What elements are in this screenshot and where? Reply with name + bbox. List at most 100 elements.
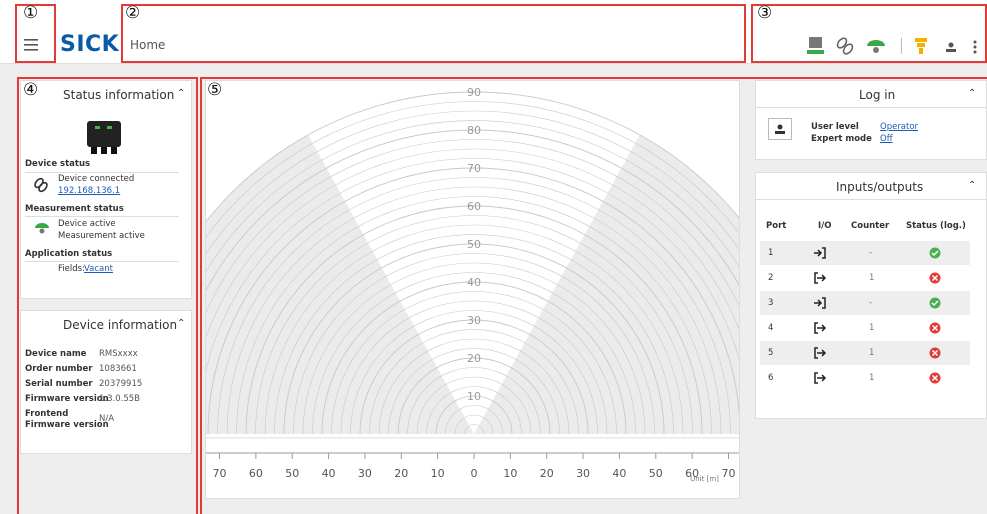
- grid-arc: [435, 395, 513, 435]
- section-heading: Device status: [25, 159, 91, 169]
- card-title: Inputs/outputs: [836, 180, 924, 194]
- menu-button[interactable]: [24, 38, 40, 52]
- info-value: 20379915: [99, 379, 143, 389]
- ip-link[interactable]: 192.168.136.1: [58, 186, 121, 196]
- minor-arc: [206, 148, 739, 338]
- io-icon: [814, 247, 826, 259]
- radar-chart: 10 20 30 40 50 60 70 80 90 70 60 50 40 30 20 10 0 10 20 30 4…: [206, 86, 739, 483]
- x-tick-label: 40: [612, 467, 626, 480]
- x-tick-label: 50: [285, 467, 299, 480]
- counter: 1: [869, 273, 875, 283]
- port: 4: [768, 323, 774, 333]
- minor-arc: [226, 186, 722, 435]
- more-icon[interactable]: [973, 40, 977, 54]
- counter: 1: [869, 323, 875, 333]
- minor-arc: [340, 300, 608, 435]
- label: Expert mode: [811, 134, 872, 144]
- card-title: Device information: [63, 318, 178, 332]
- counter: -: [869, 248, 873, 258]
- y-tick-label: 40: [467, 276, 481, 289]
- device-card: Device information ⌃ Device name RMSxxxx O…: [20, 310, 192, 454]
- x-tick-label: 10: [431, 467, 445, 480]
- grid-arc: [283, 243, 665, 435]
- annotation-box: [15, 4, 56, 63]
- counter: -: [869, 298, 873, 308]
- user-level-link[interactable]: Operator: [880, 122, 919, 132]
- breadcrumb[interactable]: Home: [130, 38, 166, 52]
- x-tick-label: 10: [503, 467, 517, 480]
- collapse-button[interactable]: ⌃: [968, 180, 977, 191]
- minor-arc: [350, 310, 598, 435]
- x-tick-label: 20: [540, 467, 554, 480]
- x-tick-label: 30: [358, 467, 372, 480]
- minor-arc: [206, 101, 739, 238]
- collapse-button[interactable]: ⌃: [968, 88, 977, 99]
- minor-arc: [464, 424, 484, 435]
- fields-link[interactable]: Vacant: [84, 264, 113, 274]
- minor-arc: [302, 262, 646, 435]
- column-header: Port: [766, 221, 787, 231]
- counter: 1: [869, 348, 875, 358]
- minor-arc: [206, 139, 739, 313]
- user-icon[interactable]: [946, 42, 956, 53]
- io-icon: [814, 347, 827, 359]
- separator: [901, 38, 902, 54]
- info-value: 1.3.0.55B: [99, 394, 140, 404]
- minor-arc: [416, 376, 532, 435]
- login-card: Log in ⌃ User level Operator Expert mode…: [755, 80, 987, 160]
- row-icons: [814, 297, 941, 309]
- divider: [25, 261, 179, 262]
- annotation-box: [751, 4, 987, 63]
- divider: [25, 172, 179, 173]
- minor-arc: [445, 405, 503, 435]
- minor-arc: [206, 158, 739, 372]
- info-label: Device name: [25, 349, 87, 359]
- y-tick-label: 70: [467, 162, 481, 175]
- minor-arc: [236, 196, 712, 435]
- y-tick-label: 50: [467, 238, 481, 251]
- status-text: Measurement active: [58, 231, 145, 241]
- status-icon: [929, 272, 941, 284]
- io-icon: [814, 322, 827, 334]
- header-icons: [807, 37, 977, 56]
- io-icon: [814, 372, 827, 384]
- annotation-number: ②: [125, 3, 141, 23]
- minor-arc: [264, 224, 684, 435]
- device-icon[interactable]: [807, 37, 824, 54]
- status-card: Status information ⌃ Device status Devic…: [20, 80, 192, 299]
- device-image: [87, 121, 121, 154]
- status-icon: [929, 322, 941, 334]
- io-card: Inputs/outputs ⌃ Port I/O Counter Status (l…: [755, 172, 987, 419]
- header: [0, 0, 987, 64]
- annotation-number: ①: [23, 3, 39, 23]
- info-value: 1083661: [99, 364, 137, 374]
- minor-arc: [369, 329, 579, 435]
- card-title: Log in: [859, 88, 896, 102]
- divider: [756, 107, 986, 108]
- x-axis-unit: Unit [m]: [690, 475, 719, 483]
- collapse-button[interactable]: ⌃: [177, 88, 186, 99]
- minor-arc: [407, 367, 541, 435]
- fields-label: Fields:: [58, 264, 85, 274]
- expert-mode-link[interactable]: Off: [880, 134, 893, 144]
- port: 1: [768, 248, 774, 258]
- x-tick-label: 70: [722, 467, 736, 480]
- notification-icon[interactable]: [915, 38, 927, 54]
- info-value: RMSxxxx: [99, 349, 138, 359]
- y-tick-label: 10: [467, 390, 481, 403]
- grid-arc: [321, 281, 627, 435]
- status-text: Device connected: [58, 174, 135, 184]
- user-icon: [768, 118, 792, 140]
- radar-card: 10 20 30 40 50 60 70 80 90 70 60 50 40 30 20 10 0 10 20 30 4…: [205, 80, 740, 499]
- link-icon[interactable]: [836, 37, 854, 56]
- info-label: Frontend Firmware version: [25, 409, 109, 430]
- status-icon: [929, 247, 941, 259]
- section-heading: Measurement status: [25, 204, 124, 214]
- counter: 1: [869, 373, 875, 383]
- x-tick-label: 70: [213, 467, 227, 480]
- minor-arc: [388, 348, 560, 435]
- sensor-icon[interactable]: [867, 40, 885, 53]
- label: User level: [811, 122, 859, 132]
- collapse-button[interactable]: ⌃: [177, 318, 186, 329]
